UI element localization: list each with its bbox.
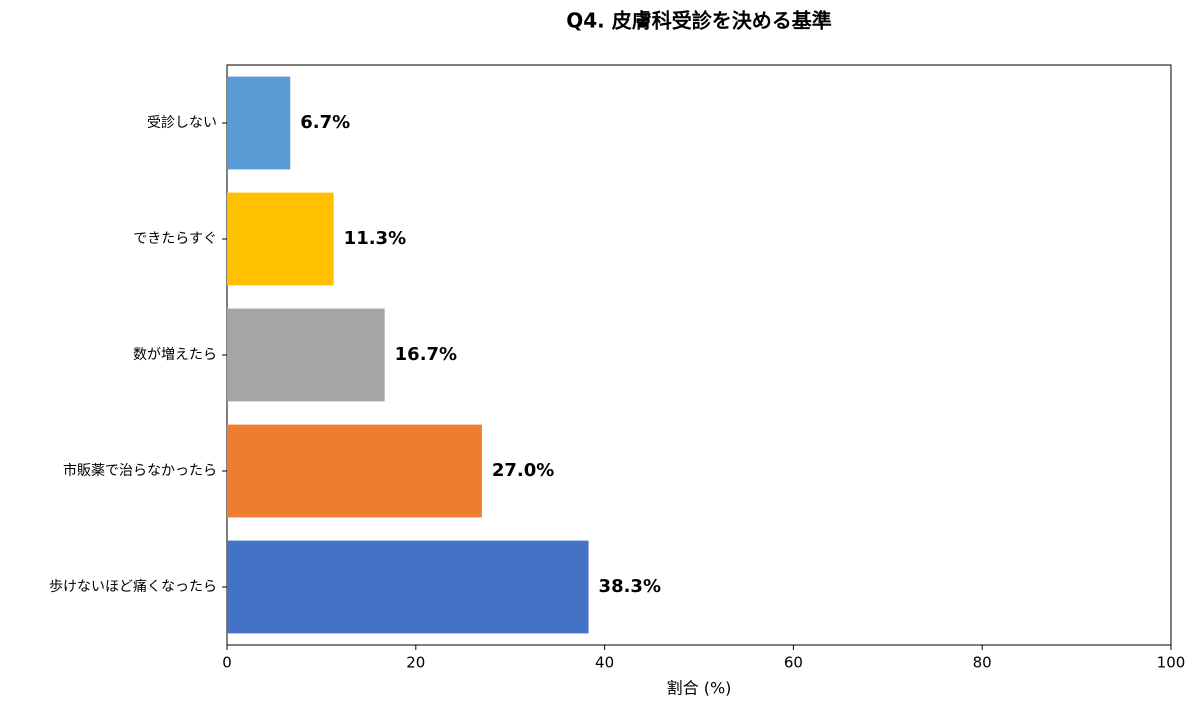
x-tick-label: 80 bbox=[973, 654, 992, 672]
y-tick-label: 数が増えたら bbox=[133, 347, 217, 363]
data-label: 11.3% bbox=[344, 228, 406, 249]
bar bbox=[227, 76, 291, 170]
x-tick-label: 20 bbox=[406, 654, 425, 672]
bar bbox=[227, 540, 589, 634]
bar bbox=[227, 424, 482, 518]
x-axis-label: 割合 (%) bbox=[667, 679, 732, 698]
y-tick-label: 受診しない bbox=[147, 115, 217, 131]
y-tick-label: できたらすぐ bbox=[133, 231, 217, 247]
y-tick-label: 歩けないほど痛くなったら bbox=[49, 578, 217, 595]
x-tick-label: 40 bbox=[595, 654, 614, 672]
x-tick-label: 60 bbox=[784, 654, 803, 672]
data-label: 27.0% bbox=[492, 460, 554, 481]
x-tick-label: 0 bbox=[222, 654, 232, 672]
bar bbox=[227, 192, 334, 286]
bar bbox=[227, 308, 385, 402]
data-label: 6.7% bbox=[300, 112, 350, 133]
chart-title: Q4. 皮膚科受診を決める基準 bbox=[566, 9, 831, 33]
x-tick-label: 100 bbox=[1157, 654, 1186, 672]
data-label: 16.7% bbox=[395, 344, 457, 365]
data-label: 38.3% bbox=[599, 576, 661, 597]
y-tick-label: 市販薬で治らなかったら bbox=[63, 462, 217, 479]
